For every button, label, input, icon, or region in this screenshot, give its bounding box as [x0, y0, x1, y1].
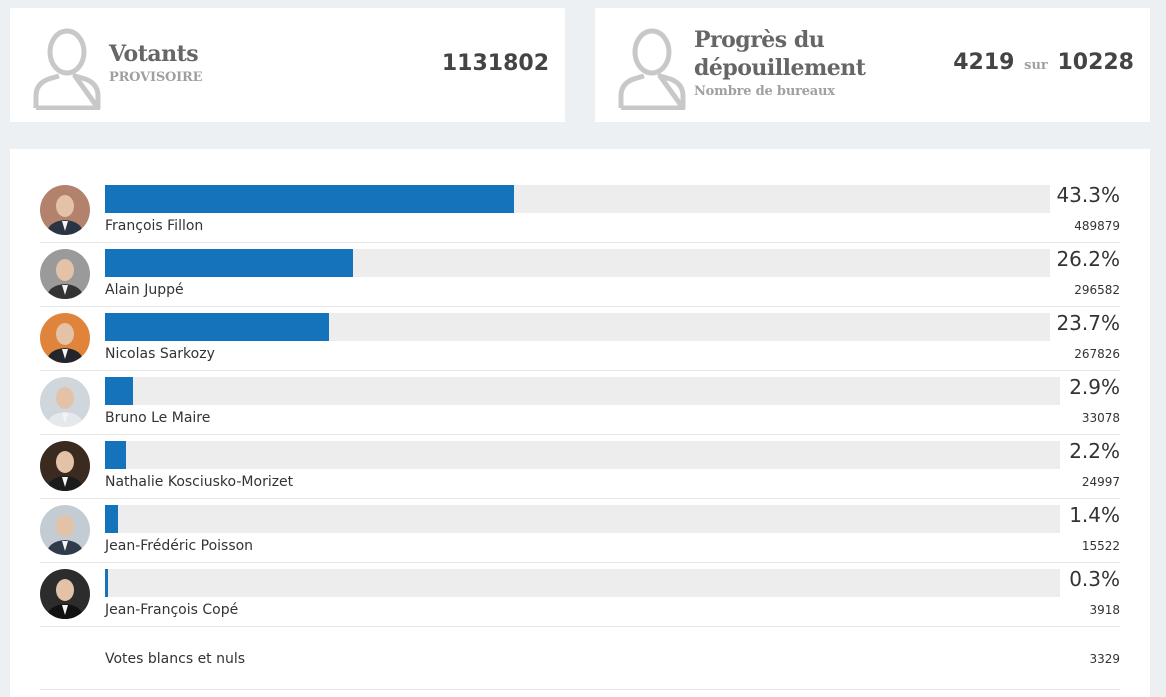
progress-subtitle: Nombre de bureaux — [694, 84, 835, 99]
candidate-percent: 1.4% — [1069, 503, 1120, 527]
candidate-row: Alain Juppé 26.2% 296582 — [40, 243, 1120, 307]
vote-bar-track — [105, 313, 1050, 341]
user-icon — [33, 28, 101, 110]
progress-title-line2: dépouillement — [694, 55, 866, 81]
candidate-percent: 23.7% — [1056, 311, 1120, 335]
candidate-name: Jean-François Copé — [105, 602, 239, 618]
vote-bar-fill — [105, 249, 353, 277]
blank-votes-count: 3329 — [1089, 652, 1120, 666]
blank-votes-row: Votes blancs et nuls 3329 — [40, 627, 1120, 690]
candidate-percent: 2.2% — [1069, 439, 1120, 463]
voters-title: Votants — [109, 41, 199, 67]
candidate-name: Jean-Frédéric Poisson — [105, 538, 254, 554]
candidate-votes: 33078 — [1081, 411, 1120, 425]
candidate-row: Nicolas Sarkozy 23.7% 267826 — [40, 307, 1120, 371]
portrait-icon — [40, 313, 90, 363]
candidate-avatar — [40, 185, 90, 235]
progress-separator: sur — [1024, 58, 1048, 73]
progress-count: 4219 sur 10228 — [953, 50, 1134, 75]
progress-title-line1: Progrès du — [694, 27, 825, 53]
candidate-name: Bruno Le Maire — [105, 410, 211, 426]
candidate-row: Nathalie Kosciusko-Morizet 2.2% 24997 — [40, 435, 1120, 499]
counted-bureaux: 4219 — [953, 50, 1015, 75]
portrait-icon — [40, 569, 90, 619]
portrait-icon — [40, 377, 90, 427]
vote-bar-fill — [105, 505, 119, 533]
vote-bar-fill — [105, 441, 126, 469]
candidate-row: Bruno Le Maire 2.9% 33078 — [40, 371, 1120, 435]
candidate-avatar — [40, 441, 90, 491]
candidate-votes: 267826 — [1074, 347, 1120, 361]
candidate-avatar — [40, 313, 90, 363]
vote-bar-track — [105, 441, 1060, 469]
vote-bar-fill — [105, 313, 329, 341]
portrait-icon — [40, 505, 90, 555]
vote-bar-track — [105, 569, 1060, 597]
candidate-avatar — [40, 377, 90, 427]
progress-card: Progrès du dépouillement Nombre de burea… — [595, 8, 1150, 122]
user-icon — [618, 28, 686, 110]
portrait-icon — [40, 185, 90, 235]
portrait-icon — [40, 441, 90, 491]
vote-bar-fill — [105, 185, 515, 213]
vote-bar-fill — [105, 569, 108, 597]
candidate-votes: 489879 — [1074, 219, 1120, 233]
vote-bar-fill — [105, 377, 133, 405]
candidate-name: Alain Juppé — [105, 282, 184, 298]
vote-bar-track — [105, 249, 1050, 277]
candidate-votes: 3918 — [1089, 603, 1120, 617]
candidate-percent: 43.3% — [1056, 183, 1120, 207]
portrait-icon — [40, 249, 90, 299]
results-panel: François Fillon 43.3% 489879 Alain Juppé 26.… — [10, 149, 1150, 697]
vote-bar-track — [105, 505, 1060, 533]
candidate-row: Jean-Frédéric Poisson 1.4% 15522 — [40, 499, 1120, 563]
candidate-row: François Fillon 43.3% 489879 — [40, 179, 1120, 243]
blank-votes-label: Votes blancs et nuls — [105, 651, 246, 667]
candidate-votes: 24997 — [1081, 475, 1120, 489]
candidate-name: François Fillon — [105, 218, 204, 234]
voters-card: Votants PROVISOIRE 1131802 — [10, 8, 565, 122]
candidate-row: Jean-François Copé 0.3% 3918 — [40, 563, 1120, 627]
candidate-avatar — [40, 505, 90, 555]
candidate-name: Nathalie Kosciusko-Morizet — [105, 474, 294, 490]
candidate-percent: 26.2% — [1056, 247, 1120, 271]
total-bureaux: 10228 — [1057, 50, 1134, 75]
candidate-votes: 296582 — [1074, 283, 1120, 297]
candidate-name: Nicolas Sarkozy — [105, 346, 215, 362]
voters-count: 1131802 — [441, 51, 549, 76]
vote-bar-track — [105, 185, 1050, 213]
candidate-percent: 2.9% — [1069, 375, 1120, 399]
candidate-votes: 15522 — [1081, 539, 1120, 553]
candidate-avatar — [40, 249, 90, 299]
voters-subtitle: PROVISOIRE — [109, 70, 203, 85]
vote-bar-track — [105, 377, 1060, 405]
candidate-avatar — [40, 569, 90, 619]
candidate-percent: 0.3% — [1069, 567, 1120, 591]
